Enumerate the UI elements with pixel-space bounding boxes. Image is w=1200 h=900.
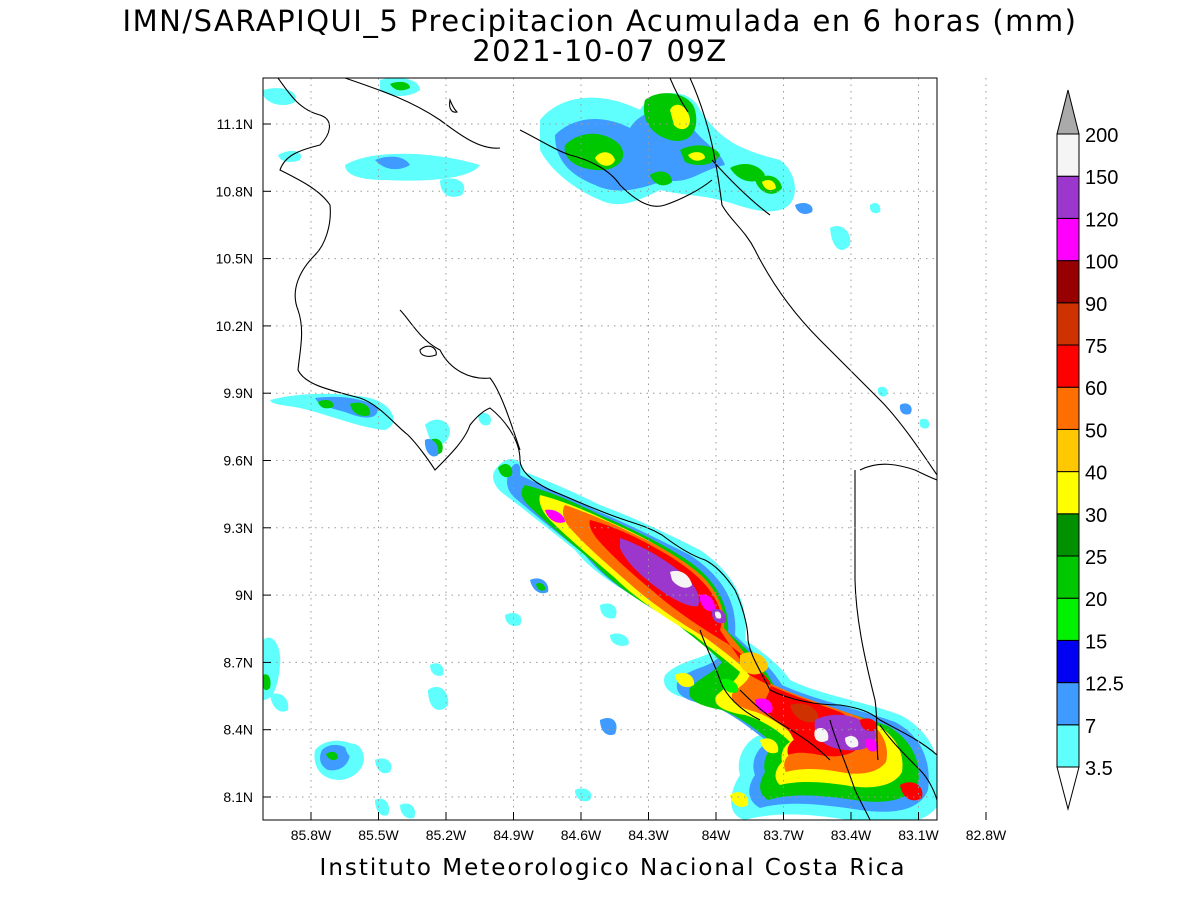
colorbar-segment [1056,344,1080,388]
y-tick-label: 8.4N [223,722,253,738]
x-tick-label: 85.8W [291,827,332,843]
colorbar-segment [1056,597,1080,641]
precipitation-field [263,78,937,820]
x-tick-label: 83.7W [763,827,804,843]
colorbar-segment [1056,217,1080,262]
colorbar-label: 200 [1085,125,1118,147]
colorbar-label: 40 [1085,463,1107,485]
x-tick-label: 83.4W [831,827,872,843]
y-tick-label: 9N [235,587,253,603]
map-frame [262,77,938,821]
colorbar-label: 50 [1085,420,1107,442]
y-tick-label: 8.1N [223,789,253,805]
colorbar-lower-arrow [1056,766,1080,811]
y-tick-label: 8.7N [223,654,253,670]
credit-line: Instituto Meteorologico Nacional Costa R… [319,855,907,881]
x-tick-label: 84W [702,827,732,843]
colorbar-label: 30 [1085,505,1107,527]
x-tick-label: 84.3W [628,827,669,843]
colorbar-label: 100 [1085,252,1118,274]
colorbar-label: 7 [1085,716,1096,738]
colorbar-segment [1056,386,1080,430]
colorbar-segment [1056,175,1080,219]
colorbar-segment [1056,428,1080,473]
y-tick-label: 9.3N [223,520,253,536]
colorbar-segment [1056,133,1080,177]
colorbar-label: 120 [1085,209,1118,231]
colorbar-segment [1056,555,1080,599]
longitude-axis: 85.8W 85.5W 85.2W 84.9W 84.6W 84.3W 84W 83.7W 83… [291,812,1007,843]
y-tick-label: 10.5N [216,251,253,267]
map-subtitle-date: 2021-10-07 09Z [472,34,728,68]
colorbar-label: 150 [1085,167,1118,189]
colorbar-segment [1056,724,1080,768]
y-tick-label: 9.6N [223,453,253,469]
colorbar-segment [1056,682,1080,726]
map-gridlines [263,78,987,820]
colorbar-label: 3.5 [1085,758,1113,780]
colorbar-segment [1056,639,1080,684]
x-tick-label: 82.8W [966,827,1007,843]
x-tick-label: 83.1W [898,827,939,843]
colorbar-label: 60 [1085,378,1107,400]
colorbar-label: 12.5 [1085,674,1124,696]
y-tick-label: 10.2N [216,318,253,334]
colorbar-label: 90 [1085,294,1107,316]
colorbar-label: 15 [1085,631,1107,653]
map-title: IMN/SARAPIQUI_5 Precipitacion Acumulada … [122,4,1078,38]
colorbar-segment [1056,471,1080,515]
map-boundaries [277,78,937,820]
colorbar-segment [1056,260,1080,304]
y-tick-label: 11.1N [217,116,253,132]
colorbar-label: 75 [1085,336,1107,358]
x-tick-label: 84.6W [561,827,602,843]
x-tick-label: 84.9W [493,827,534,843]
colorbar-segment [1056,302,1080,346]
y-tick-label: 10.8N [216,183,253,199]
x-tick-label: 85.2W [426,827,467,843]
precipitation-colorbar: 3.5 7 12.5 15 20 25 30 40 50 60 75 90 100 120 150 200 [1056,89,1124,811]
colorbar-label: 25 [1085,547,1107,569]
y-tick-label: 9.9N [223,385,253,401]
x-tick-label: 85.5W [358,827,399,843]
latitude-axis: 11.1N 10.8N 10.5N 10.2N 9.9N 9.6N 9.3N 9N 8.7N 8.… [216,116,271,805]
colorbar-upper-arrow [1056,89,1080,135]
colorbar-label: 20 [1085,589,1107,611]
colorbar-segment [1056,513,1080,557]
